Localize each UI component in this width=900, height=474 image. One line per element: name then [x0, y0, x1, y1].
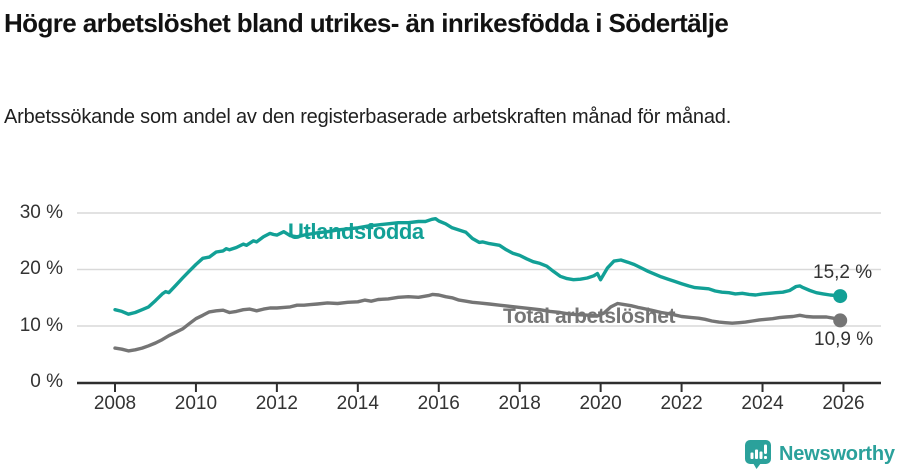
series-label-total-arbetsloshet: Total arbetslöshet: [503, 305, 676, 328]
x-tick-label: 2012: [255, 393, 299, 414]
x-tick-label: 2024: [741, 393, 784, 414]
series-end-dot-0: [833, 289, 848, 304]
newsworthy-logo-icon: [745, 439, 771, 469]
x-tick-label: 2010: [174, 393, 218, 414]
series-end-dot-1: [833, 313, 848, 328]
x-tick-label: 2016: [417, 393, 460, 414]
y-tick-label: 20 %: [19, 258, 63, 279]
x-tick-label: 2014: [336, 393, 379, 414]
series-label-utlandsfodda: Utlandsfödda: [288, 219, 424, 244]
x-tick-label: 2008: [93, 393, 137, 414]
y-tick-label: 10 %: [19, 314, 63, 336]
end-value-label-total: 10,9 %: [814, 329, 874, 350]
chart-title: Högre arbetslöshet bland utrikes- än inr…: [4, 8, 729, 38]
chart-subtitle: Arbetssökande som andel av den registerb…: [4, 106, 732, 128]
series-line-1: [113, 292, 842, 353]
x-tick-label: 2022: [660, 393, 703, 414]
series-line-0: [113, 216, 842, 316]
y-tick-label: 30 %: [19, 201, 63, 223]
x-tick-label: 2020: [579, 393, 622, 414]
brand-footer: Newsworthy: [744, 438, 895, 470]
x-tick-label: 2026: [822, 393, 865, 414]
y-tick-label: 0 %: [30, 371, 63, 392]
end-value-label-utlandsfodda: 15,2 %: [813, 262, 873, 283]
x-tick-label: 2018: [498, 393, 541, 414]
brand-name: Newsworthy: [779, 443, 895, 465]
